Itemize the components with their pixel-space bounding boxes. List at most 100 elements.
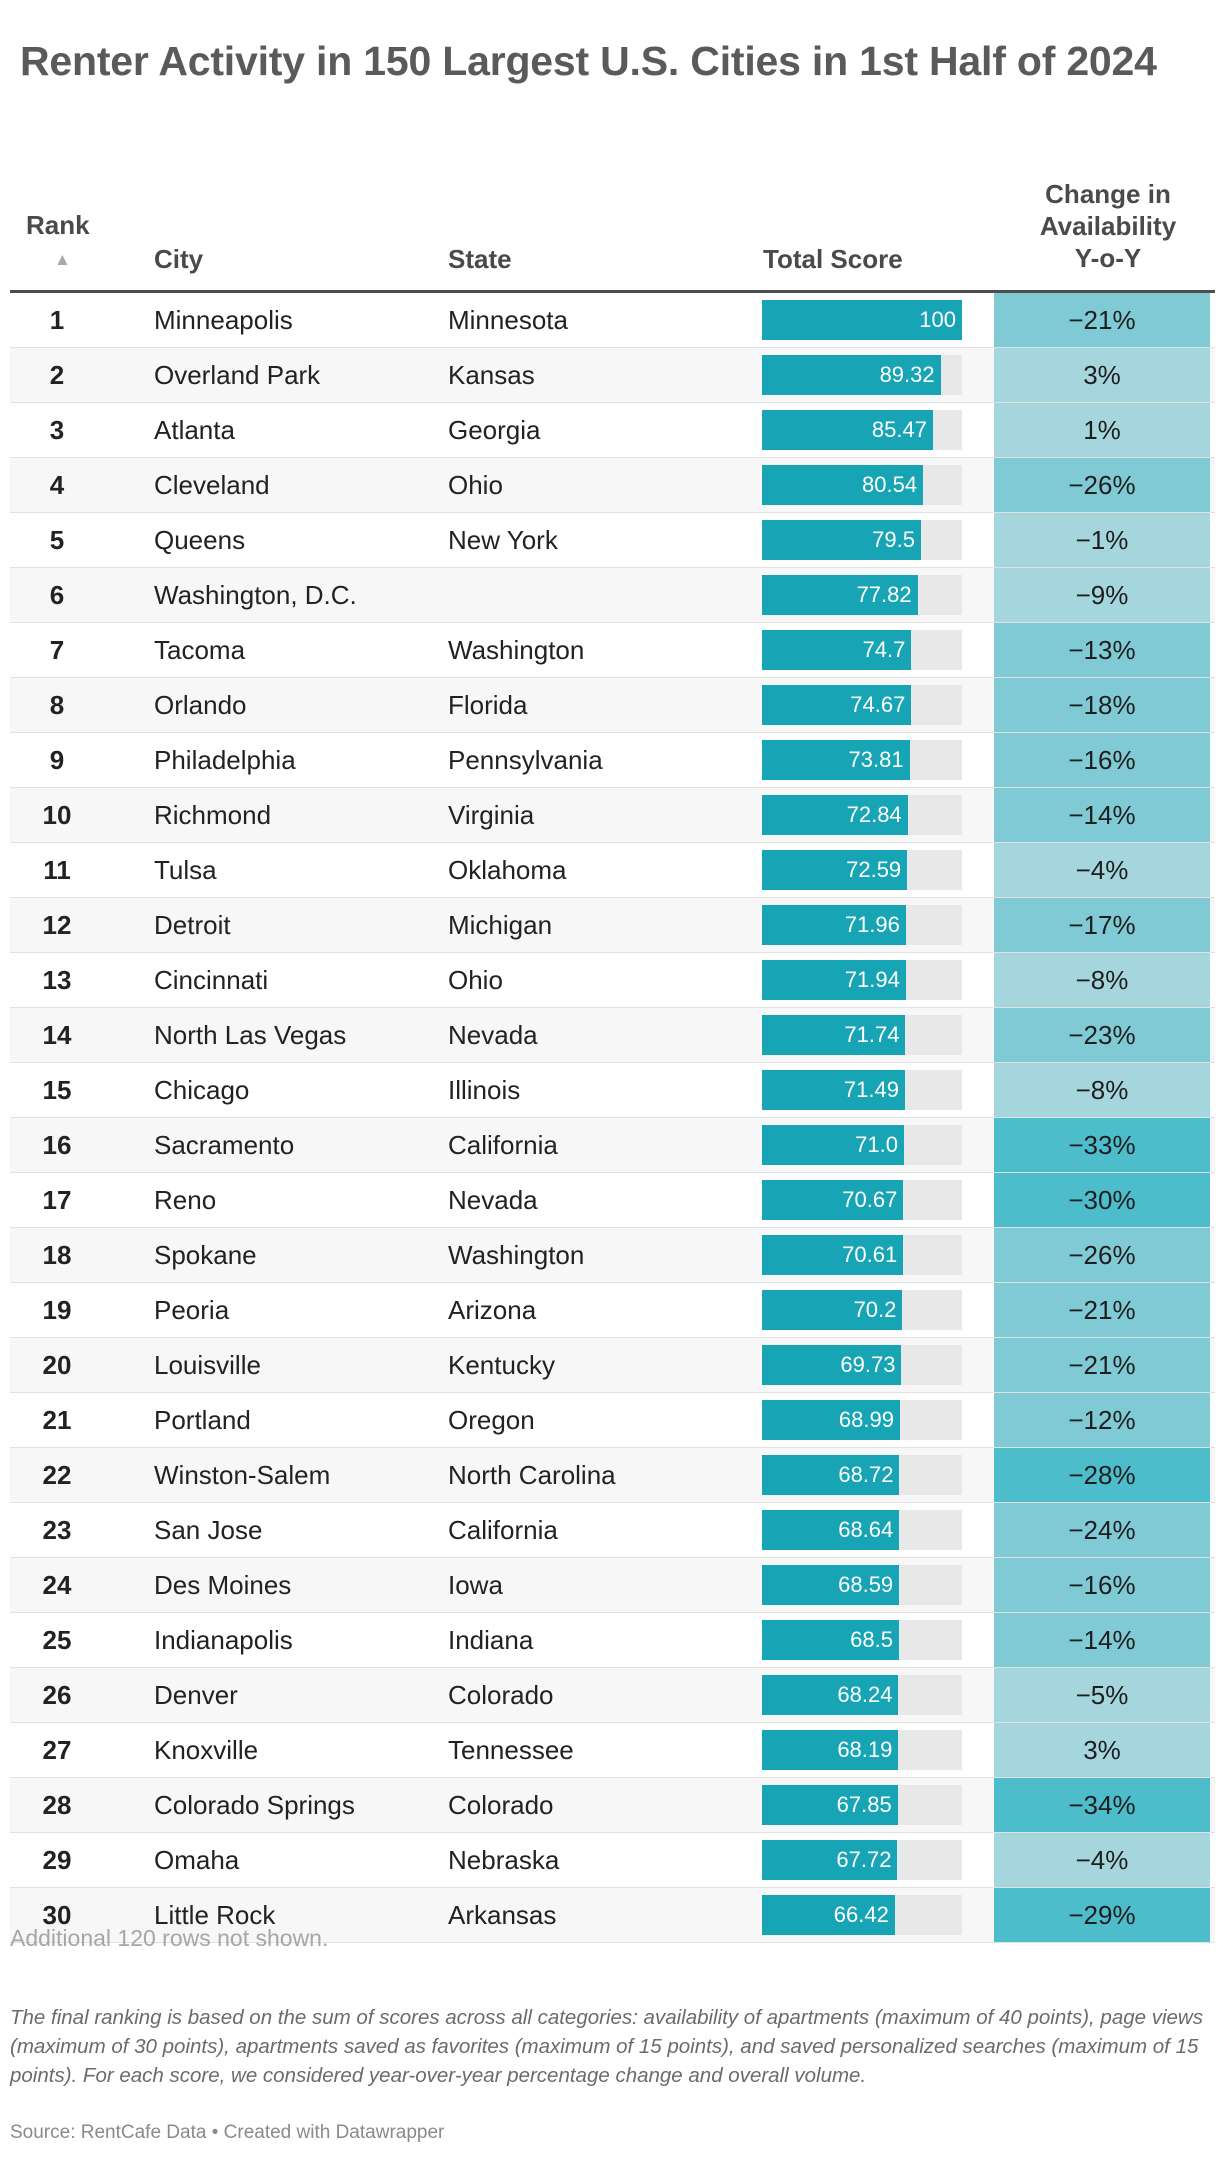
header-change-line: Y-o-Y [1074,243,1142,273]
table-row: 20 Louisville Kentucky 69.73 −21% [10,1338,1215,1393]
score-bar-track: 68.59 [762,1565,962,1605]
table-row: 25 Indianapolis Indiana 68.5 −14% [10,1613,1215,1668]
state-cell: California [448,1130,558,1160]
score-label: 68.19 [837,1737,893,1762]
score-bar-track: 67.72 [762,1840,962,1880]
rank-cell: 18 [42,1240,72,1270]
state-cell: Florida [448,690,528,720]
score-bar-track: 73.81 [762,740,962,780]
state-cell: New York [448,525,558,555]
city-cell: Little Rock [154,1900,276,1930]
score-label: 71.74 [844,1022,900,1047]
change-cell: −23% [994,1008,1210,1062]
score-bar: 89.32 [762,355,941,395]
score-bar-track: 68.72 [762,1455,962,1495]
table-row: 14 North Las Vegas Nevada 71.74 −23% [10,1008,1215,1063]
header-rank[interactable]: Rank [26,210,90,240]
header-total-score[interactable]: Total Score [763,244,903,274]
rank-cell: 8 [49,690,65,720]
state-cell: Pennsylvania [448,745,603,775]
table-row: 26 Denver Colorado 68.24 −5% [10,1668,1215,1723]
score-bar-track: 66.42 [762,1895,962,1935]
change-cell: −9% [994,568,1210,622]
table-row: 1 Minneapolis Minnesota 100 −21% [10,293,1215,348]
score-label: 73.81 [848,747,904,772]
rank-cell: 28 [42,1790,72,1820]
rank-cell: 14 [42,1020,72,1050]
change-cell: 3% [994,1723,1210,1777]
score-label: 80.54 [862,472,918,497]
score-bar: 71.74 [762,1015,906,1055]
city-cell: Indianapolis [154,1625,293,1655]
score-label: 71.0 [855,1132,898,1157]
score-label: 68.99 [838,1407,894,1432]
header-change-line: Availability [1039,211,1177,241]
rank-cell: 17 [42,1185,72,1215]
city-cell: Detroit [154,910,231,940]
rank-cell: 4 [49,470,65,500]
score-bar-track: 70.2 [762,1290,962,1330]
score-bar-track: 67.85 [762,1785,962,1825]
city-cell: Tacoma [154,635,246,665]
score-bar: 67.72 [762,1840,898,1880]
state-cell: Arizona [448,1295,537,1325]
ranking-table: Rank ▲ City State Total Score Change in … [10,178,1215,1943]
change-cell: −13% [994,623,1210,677]
score-bar: 68.64 [762,1510,900,1550]
table-row: 4 Cleveland Ohio 80.54 −26% [10,458,1215,513]
score-bar: 73.81 [762,740,910,780]
change-cell: −33% [994,1118,1210,1172]
table-row: 7 Tacoma Washington 74.7 −13% [10,623,1215,678]
score-label: 66.42 [833,1902,889,1927]
sort-ascending-icon[interactable]: ▲ [54,250,71,269]
change-cell: −21% [994,1283,1210,1337]
state-cell: Kentucky [448,1350,555,1380]
rank-cell: 20 [42,1350,72,1380]
table-row: 15 Chicago Illinois 71.49 −8% [10,1063,1215,1118]
city-cell: Cincinnati [154,965,269,995]
rank-cell: 19 [42,1295,72,1325]
state-cell: Ohio [448,965,503,995]
score-bar: 72.84 [762,795,908,835]
score-bar: 74.7 [762,630,912,670]
score-label: 70.61 [842,1242,898,1267]
city-cell: Washington, D.C. [154,580,357,610]
score-bar: 69.73 [762,1345,902,1385]
city-cell: Philadelphia [154,745,296,775]
city-cell: Richmond [154,800,272,830]
change-cell: −4% [994,1833,1210,1887]
state-cell: California [448,1515,558,1545]
score-bar: 68.19 [762,1730,899,1770]
rank-cell: 25 [42,1625,72,1655]
header-state[interactable]: State [448,244,512,274]
score-label: 71.49 [843,1077,899,1102]
city-cell: Portland [154,1405,251,1435]
state-cell: Oklahoma [448,855,567,885]
change-cell: −21% [994,293,1210,347]
score-bar: 79.5 [762,520,921,560]
state-cell: Colorado [448,1790,554,1820]
city-cell: Colorado Springs [154,1790,355,1820]
score-bar-track: 68.64 [762,1510,962,1550]
change-cell: −8% [994,1063,1210,1117]
city-cell: Reno [154,1185,217,1215]
score-bar: 70.67 [762,1180,904,1220]
state-cell: Arkansas [448,1900,557,1930]
change-cell: −29% [994,1888,1210,1942]
score-bar-track: 70.67 [762,1180,962,1220]
state-cell: Georgia [448,415,541,445]
change-cell: −14% [994,1613,1210,1667]
score-label: 67.85 [836,1792,892,1817]
score-label: 79.5 [872,527,915,552]
score-bar-track: 89.32 [762,355,962,395]
rank-cell: 2 [49,360,65,390]
score-bar-track: 85.47 [762,410,962,450]
rank-cell: 30 [42,1900,72,1930]
rank-cell: 9 [49,745,65,775]
state-cell: Illinois [448,1075,521,1105]
header-change-availability[interactable]: Change in Availability Y-o-Y [998,178,1218,274]
score-bar: 85.47 [762,410,933,450]
score-bar: 68.72 [762,1455,900,1495]
header-city[interactable]: City [154,244,204,274]
header-change-line: Change in [1045,179,1171,209]
